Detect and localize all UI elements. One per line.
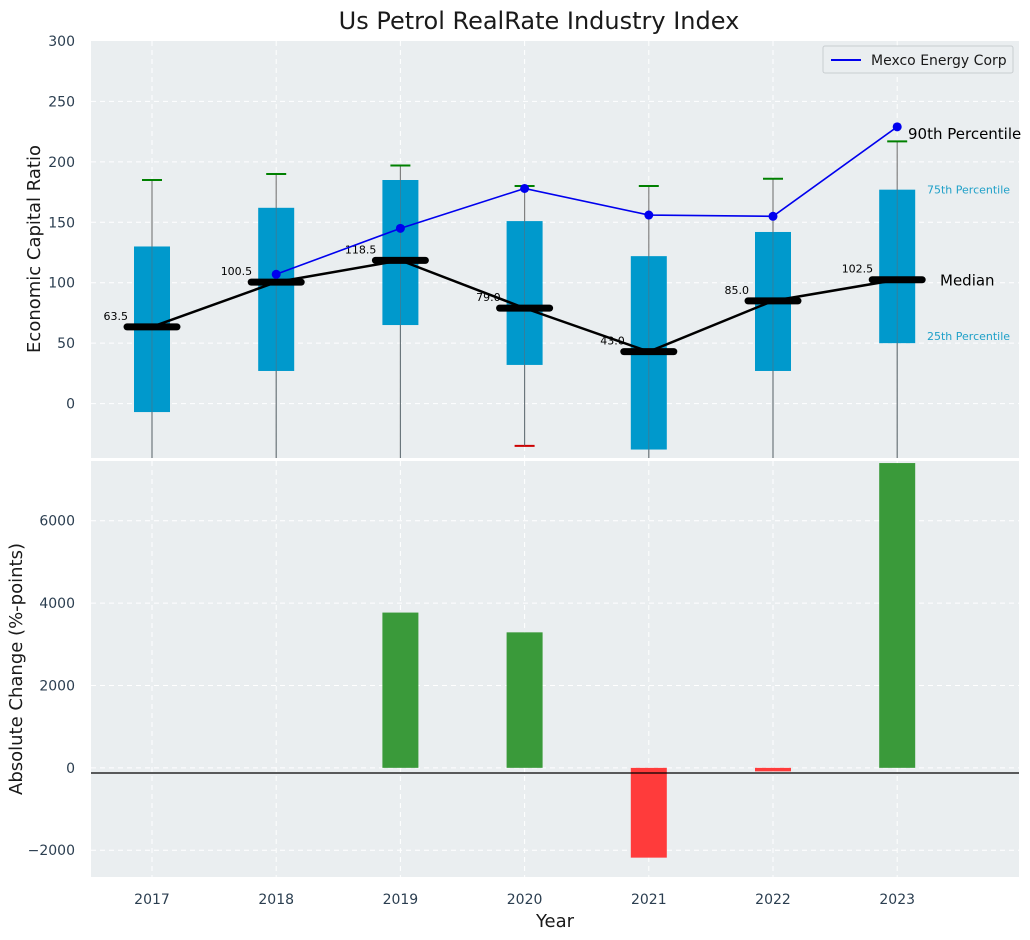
change-bar-2022 bbox=[755, 767, 791, 772]
annotation-90th-percentile: 90th Percentile bbox=[908, 125, 1021, 143]
bottom-y-tick-label: 6000 bbox=[39, 514, 75, 530]
series-point-2023 bbox=[892, 122, 902, 132]
legend-label: Mexco Energy Corp bbox=[871, 53, 1007, 69]
change-bar-2021 bbox=[630, 767, 667, 858]
x-tick-label: 2021 bbox=[631, 892, 667, 908]
median-value-label: 79.0 bbox=[476, 291, 501, 304]
top-y-tick-label: 0 bbox=[66, 397, 75, 413]
legend: Mexco Energy Corp bbox=[822, 45, 1014, 74]
series-point-2018 bbox=[271, 269, 281, 279]
x-tick-label: 2018 bbox=[258, 892, 294, 908]
change-bar-2023 bbox=[879, 463, 916, 768]
x-axis-title: Year bbox=[535, 911, 575, 932]
x-tick-label: 2019 bbox=[383, 892, 419, 908]
top-y-tick-label: 100 bbox=[48, 276, 75, 292]
x-tick-label: 2017 bbox=[134, 892, 170, 908]
top-y-tick-label: 250 bbox=[48, 94, 75, 110]
bottom-y-axis-title: Absolute Change (%-points) bbox=[6, 543, 27, 795]
annotation-median: Median bbox=[940, 272, 995, 290]
change-bar-2019 bbox=[382, 612, 419, 768]
bottom-y-tick-label: 0 bbox=[66, 761, 75, 777]
median-value-label: 85.0 bbox=[725, 284, 750, 297]
bottom-y-tick-label: 2000 bbox=[39, 678, 75, 694]
bottom-panel-background bbox=[91, 461, 1019, 877]
top-panel: 0 50 100 150 200 250 300 63.5 100.5 118.5 79.0 43.… bbox=[24, 34, 1021, 458]
series-point-2020 bbox=[520, 183, 530, 193]
x-tick-label: 2023 bbox=[879, 892, 915, 908]
median-value-label: 118.5 bbox=[345, 243, 377, 256]
series-line-mexco bbox=[275, 126, 898, 276]
series-point-2021 bbox=[644, 210, 654, 220]
change-bar-2020 bbox=[506, 632, 543, 768]
annotation-75th-percentile: 75th Percentile bbox=[927, 184, 1010, 197]
legend-box bbox=[822, 45, 1014, 74]
x-tick-label: 2020 bbox=[507, 892, 543, 908]
bottom-y-tick-label: −2000 bbox=[28, 843, 75, 859]
median-value-label: 100.5 bbox=[221, 265, 253, 278]
bottom-y-tick-label: 4000 bbox=[39, 596, 75, 612]
median-value-label: 102.5 bbox=[842, 263, 874, 276]
top-y-tick-label: 200 bbox=[48, 155, 75, 171]
series-point-2022 bbox=[768, 211, 778, 221]
top-y-tick-label: 300 bbox=[48, 34, 75, 50]
bottom-panel: −2000 0 2000 4000 6000 2017 2018 2019 2020 2021 2… bbox=[6, 461, 1019, 932]
annotation-25th-percentile: 25th Percentile bbox=[927, 330, 1010, 343]
top-panel-background bbox=[91, 41, 1019, 458]
top-y-axis-title: Economic Capital Ratio bbox=[24, 145, 45, 353]
series-point-2019 bbox=[395, 223, 405, 233]
x-tick-label: 2022 bbox=[755, 892, 791, 908]
top-y-tick-label: 150 bbox=[48, 215, 75, 231]
median-value-label: 43.0 bbox=[600, 335, 625, 348]
median-value-label: 63.5 bbox=[104, 310, 129, 323]
chart-title: Us Petrol RealRate Industry Index bbox=[339, 7, 740, 35]
top-y-tick-label: 50 bbox=[57, 336, 75, 352]
